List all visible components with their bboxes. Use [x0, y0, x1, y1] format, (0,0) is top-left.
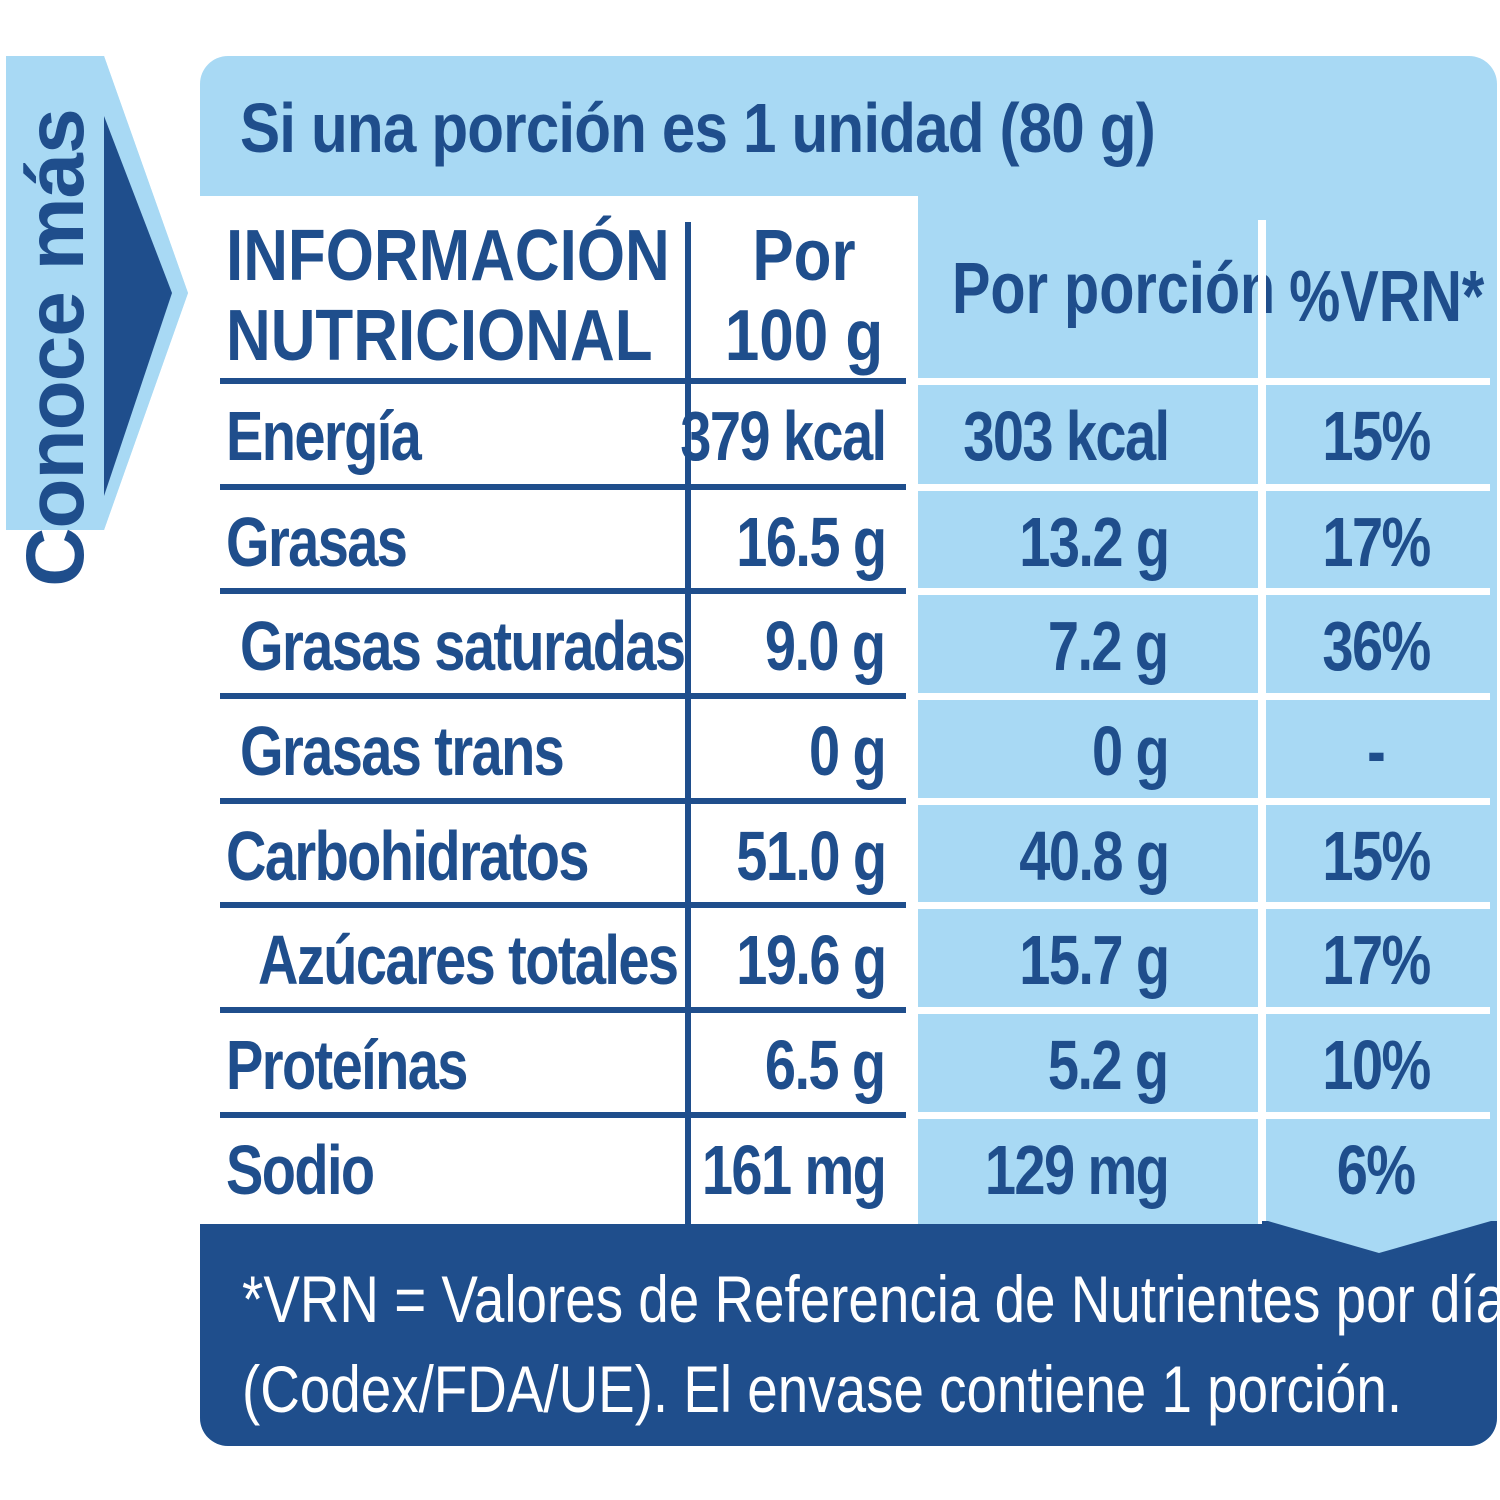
rule-blue-6	[918, 1007, 1490, 1014]
row-name: Energía	[226, 397, 422, 475]
row-portion: 129 mg	[984, 1131, 1170, 1209]
vrn-footnote: *VRN = Valores de Referencia de Nutrient…	[200, 1224, 1497, 1446]
row-portion: 40.8 g	[1018, 817, 1170, 895]
rule-blue-1	[918, 484, 1490, 491]
rule-blue-3	[918, 693, 1490, 700]
header-per-portion: Por porción	[918, 248, 1276, 330]
row-per100: 6.5 g	[765, 1026, 886, 1104]
row-portion: 0 g	[1091, 712, 1170, 790]
rule-5	[220, 902, 906, 908]
row-portion: 303 kcal	[962, 397, 1170, 475]
rule-blue-header	[918, 378, 1490, 385]
rule-blue-7	[918, 1112, 1490, 1119]
rule-3	[220, 693, 906, 699]
rule-blue-4	[918, 798, 1490, 805]
row-name: Grasas	[226, 503, 408, 581]
row-vrn: 15%	[1322, 397, 1431, 475]
rule-7	[220, 1112, 906, 1118]
row-name: Azúcares totales	[258, 921, 679, 999]
footnote-line2: (Codex/FDA/UE). El envase contiene 1 por…	[242, 1352, 1403, 1426]
row-per100: 51.0 g	[735, 817, 887, 895]
rule-blue-5	[918, 902, 1490, 909]
footnote-line1: *VRN = Valores de Referencia de Nutrient…	[242, 1262, 1497, 1336]
row-per100: 379 kcal	[679, 397, 887, 475]
conoce-mas-tab[interactable]: Conoce más	[0, 56, 190, 587]
portion-title: Si una porción es 1 unidad (80 g)	[240, 89, 1156, 167]
tab-arrow-shape	[6, 56, 188, 530]
divider-col3	[1258, 220, 1266, 1224]
row-portion: 7.2 g	[1048, 607, 1169, 685]
row-vrn: 10%	[1322, 1026, 1431, 1104]
row-per100: 161 mg	[701, 1131, 887, 1209]
header-vrn: %VRN*	[1266, 256, 1497, 338]
row-name: Sodio	[226, 1131, 375, 1209]
row-name: Carbohidratos	[226, 817, 590, 895]
nutrition-card: Si una porción es 1 unidad (80 g) INFORM…	[200, 56, 1497, 1446]
rule-4	[220, 798, 906, 804]
row-vrn: 15%	[1322, 817, 1431, 895]
rule-1	[220, 484, 906, 490]
row-portion: 13.2 g	[1018, 503, 1170, 581]
header-per-portion-label: Por porción	[952, 249, 1276, 329]
rule-2	[220, 588, 906, 594]
header-info: INFORMACIÓN NUTRICIONAL	[226, 216, 742, 376]
row-vrn: 17%	[1322, 503, 1431, 581]
row-per100: 19.6 g	[735, 921, 887, 999]
divider-col1	[685, 222, 691, 1224]
row-name: Proteínas	[226, 1026, 468, 1104]
row-vrn: 6%	[1337, 1131, 1416, 1209]
rule-blue-2	[918, 588, 1490, 595]
rule-header	[220, 378, 906, 384]
header-per100-line1: Por	[752, 216, 856, 296]
row-per100: 9.0 g	[765, 607, 886, 685]
rule-6	[220, 1007, 906, 1013]
row-portion: 15.7 g	[1018, 921, 1170, 999]
header-per100-line2: 100 g	[724, 296, 884, 376]
row-name: Grasas trans	[240, 712, 565, 790]
header-vrn-label: %VRN*	[1289, 257, 1485, 337]
header-info-line2: NUTRICIONAL	[226, 296, 653, 376]
header-info-line1: INFORMACIÓN	[226, 216, 670, 296]
row-vrn: 17%	[1322, 921, 1431, 999]
footer-notch	[1262, 1221, 1497, 1259]
row-per100: 0 g	[808, 712, 887, 790]
row-name: Grasas saturadas	[240, 607, 686, 685]
row-vrn: -	[1367, 712, 1386, 790]
white-panel	[200, 196, 918, 1224]
conoce-mas-label: Conoce más	[10, 109, 101, 587]
row-per100: 16.5 g	[735, 503, 887, 581]
header-per100: Por 100 g	[700, 216, 908, 376]
row-portion: 5.2 g	[1048, 1026, 1169, 1104]
row-vrn: 36%	[1322, 607, 1431, 685]
